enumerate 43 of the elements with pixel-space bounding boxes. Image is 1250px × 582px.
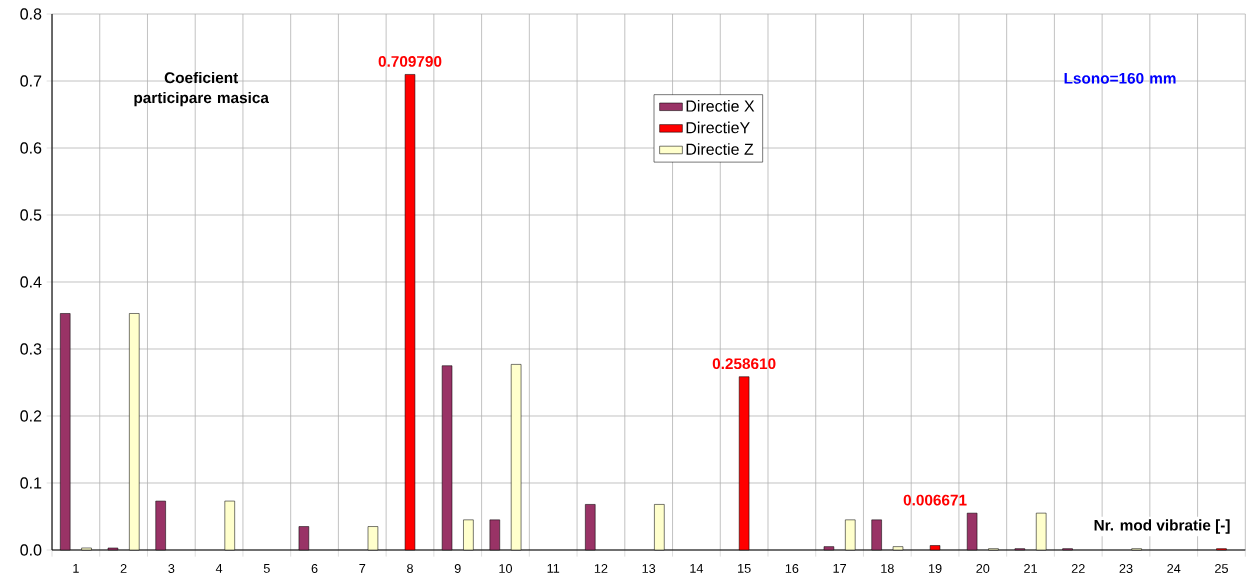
annotation: Coeficient participare masica <box>134 71 270 107</box>
x-tick-label: 15 <box>738 564 751 573</box>
x-tick-label: 18 <box>881 564 894 573</box>
legend-label: Directie X <box>686 100 755 112</box>
x-tick-label: 5 <box>263 564 270 573</box>
x-tick-label: 2 <box>120 564 127 573</box>
y-tick-label: 0.3 <box>20 343 42 355</box>
legend-label: Directie Z <box>686 143 754 155</box>
data-label: 0.709790 <box>378 55 442 67</box>
x-tick-label: 21 <box>1024 564 1037 573</box>
data-label: 0.258610 <box>712 358 776 370</box>
y-tick-label: 0.5 <box>20 209 42 221</box>
x-tick-label: 23 <box>1119 564 1133 573</box>
x-tick-label: 22 <box>1071 564 1085 573</box>
x-tick-label: 14 <box>690 564 704 573</box>
y-tick-label: 0.1 <box>20 477 42 489</box>
y-tick-label: 0.7 <box>20 75 42 87</box>
y-tick-label: 0.6 <box>20 142 42 154</box>
x-tick-label: 17 <box>833 564 847 573</box>
x-tick-label: 10 <box>499 564 513 573</box>
x-tick-label: 12 <box>594 564 608 573</box>
x-tick-label: 13 <box>642 564 656 573</box>
annotation: Lsono=160 mm <box>1064 72 1176 84</box>
x-tick-label: 25 <box>1215 564 1228 573</box>
x-tick-label: 3 <box>168 564 175 573</box>
x-tick-label: 9 <box>454 564 461 573</box>
data-label: 0.006671 <box>903 494 967 506</box>
x-tick-label: 1 <box>73 564 79 573</box>
x-tick-label: 6 <box>311 564 318 573</box>
x-tick-label: 20 <box>976 564 990 573</box>
y-tick-label: 0.4 <box>20 276 42 288</box>
x-tick-label: 11 <box>547 564 560 573</box>
x-tick-label: 16 <box>785 564 799 573</box>
x-tick-label: 7 <box>359 564 366 573</box>
x-axis-title: Nr. mod vibratie [-] <box>1094 519 1230 534</box>
x-tick-label: 24 <box>1167 564 1181 573</box>
x-tick-label: 8 <box>407 564 413 573</box>
x-tick-label: 19 <box>928 564 942 573</box>
legend-label: DirectieY <box>686 121 750 134</box>
y-tick-label: 0.8 <box>20 8 42 20</box>
x-tick-label: 4 <box>215 564 223 573</box>
y-tick-label: 0.0 <box>20 544 42 556</box>
y-tick-label: 0.2 <box>20 410 42 422</box>
